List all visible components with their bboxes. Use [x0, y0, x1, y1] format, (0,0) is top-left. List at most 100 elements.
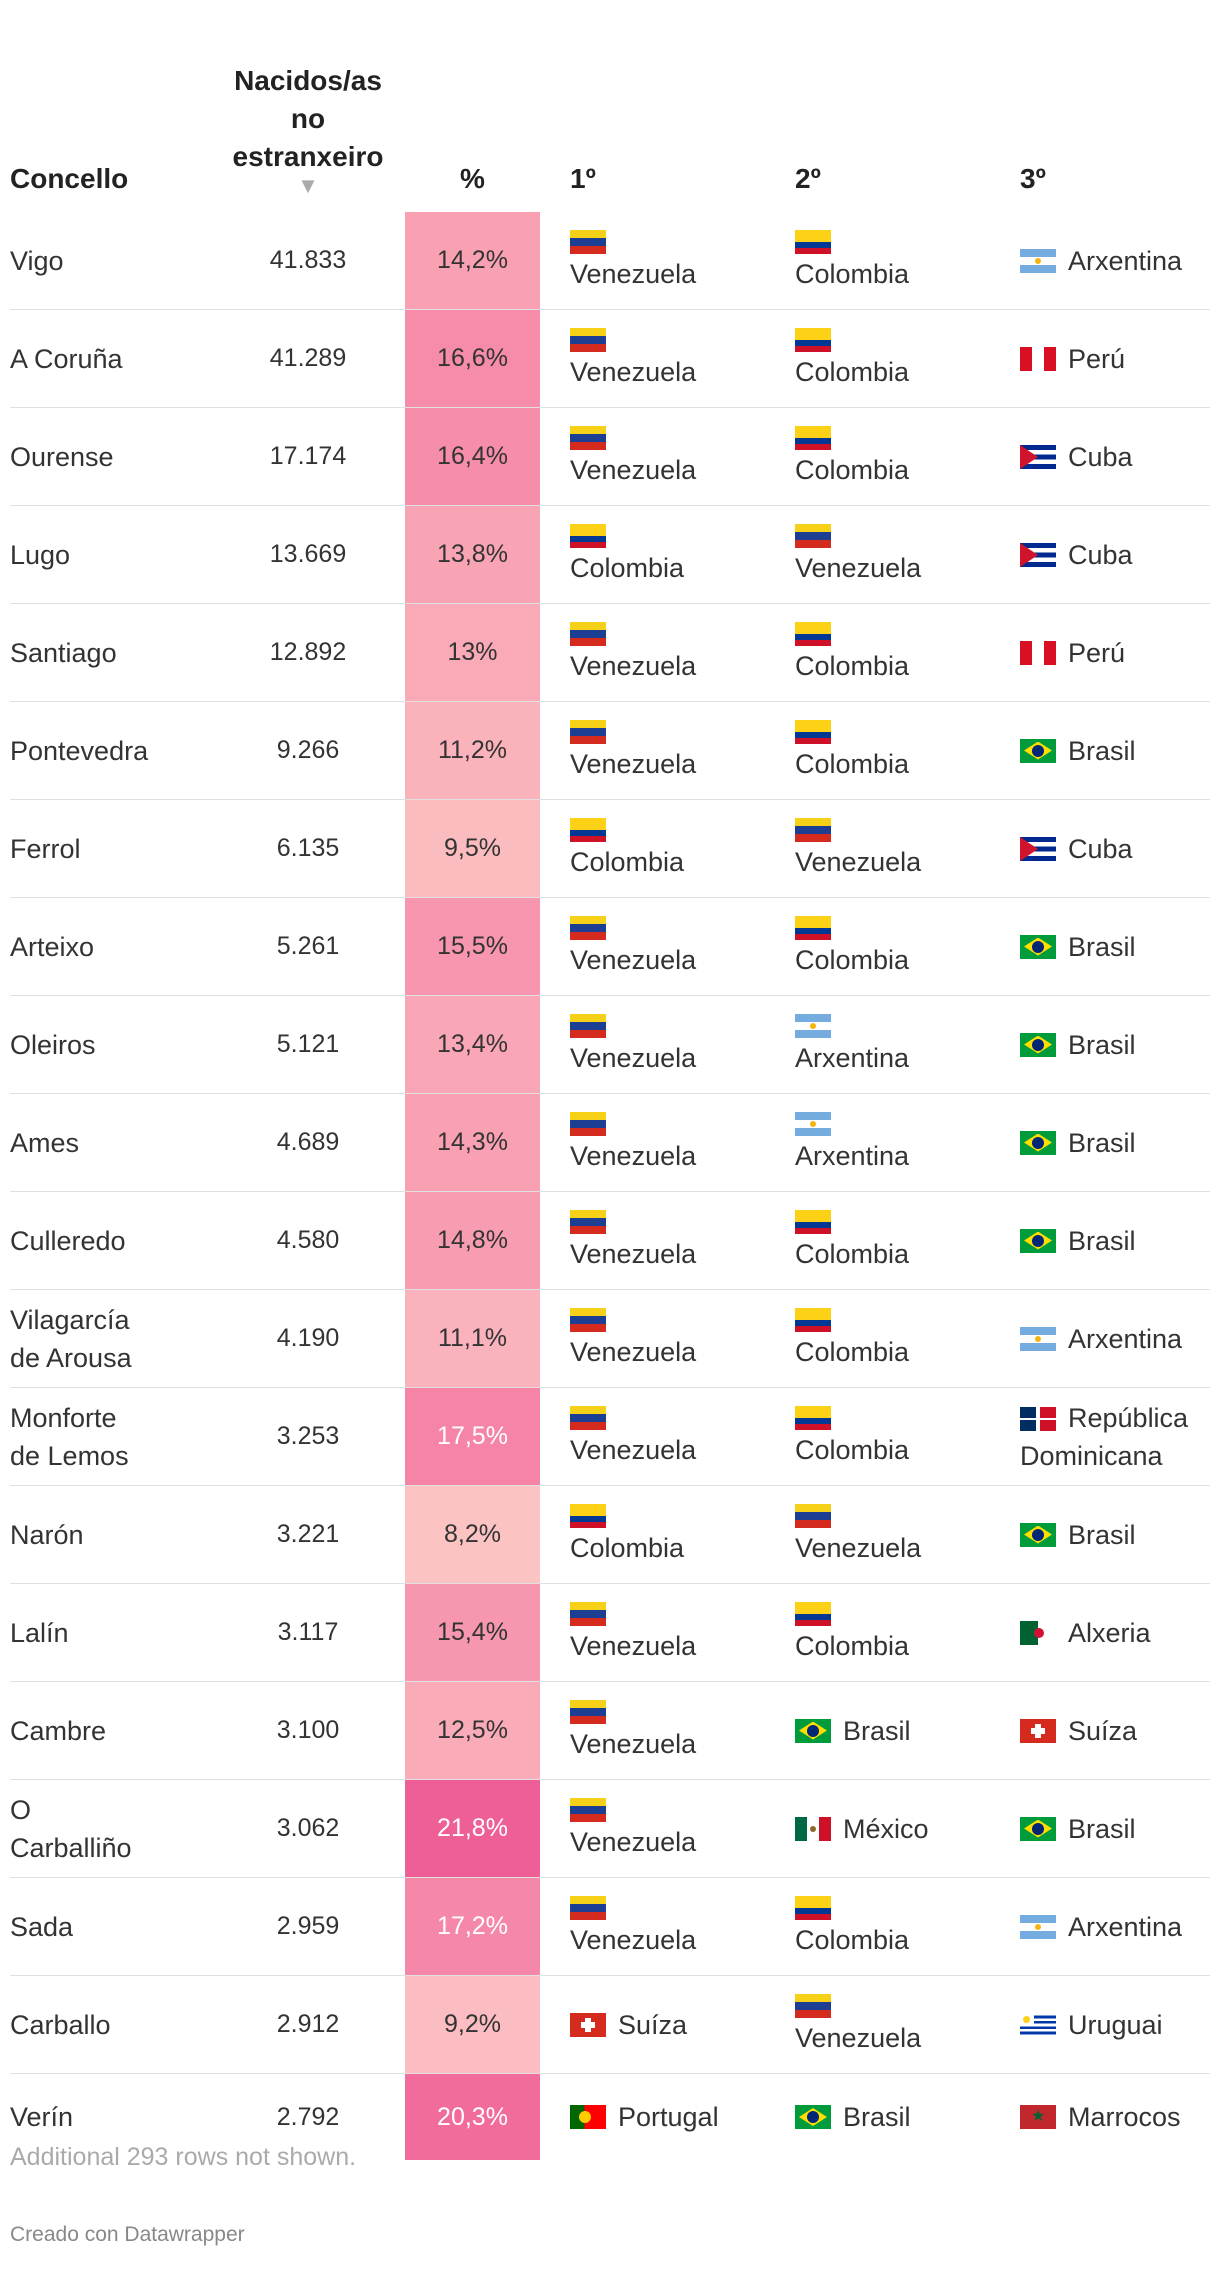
country-entry: Colombia	[795, 621, 909, 684]
country-entry: Arxentina	[1020, 1321, 1182, 1357]
table-row: Lugo 13.669 13,8% Colombia Venezuela Cuba	[10, 506, 1210, 604]
country-entry: Perú	[1020, 635, 1125, 671]
concello-name-line: Vilagarcía	[10, 1304, 130, 1335]
concello-name: O Carballiño	[10, 1780, 200, 1877]
country-entry: Cuba	[1020, 831, 1133, 867]
country-entry: Venezuela	[795, 817, 921, 880]
country-rank-2: Colombia	[795, 1192, 1015, 1289]
country-entry: Venezuela	[570, 1013, 697, 1076]
country-entry: Venezuela	[795, 1993, 921, 2056]
datawrapper-credit[interactable]: Creado con Datawrapper	[10, 2223, 245, 2246]
percent-cell: 12,5%	[405, 1682, 540, 1779]
concello-name-line: Santiago	[10, 637, 117, 668]
concello-name: Vilagarcía de Arousa	[10, 1290, 200, 1387]
concello-name: Arteixo	[10, 898, 200, 995]
concello-name: Vigo	[10, 212, 200, 309]
colombia-flag-icon	[795, 229, 831, 254]
country-rank-1: Suíza	[570, 1976, 790, 2073]
country-entry: República Dominicana	[1020, 1399, 1220, 1475]
country-entry: Venezuela	[570, 425, 696, 488]
header-percent[interactable]: %	[460, 163, 485, 194]
country-rank-2: Colombia	[795, 1878, 1015, 1975]
country-name: Venezuela	[570, 1042, 697, 1073]
country-entry: Colombia	[795, 327, 909, 390]
country-entry: Venezuela	[570, 229, 696, 292]
venezuela-flag-icon	[570, 621, 606, 646]
country-name: Brasil	[1068, 931, 1136, 962]
born-abroad-count: 3.221	[276, 1520, 340, 1548]
percent-cell: 21,8%	[405, 1780, 540, 1877]
country-name: Cuba	[1068, 539, 1133, 570]
concello-name-line: Sada	[10, 1911, 74, 1942]
country-entry: Colombia	[795, 1601, 909, 1664]
born-abroad-count: 41.833	[269, 246, 347, 274]
born-abroad-count: 3.117	[277, 1618, 339, 1646]
country-name: Perú	[1068, 637, 1126, 668]
country-entry: Brasil	[1020, 1811, 1136, 1847]
concello-name-line: Culleredo	[10, 1225, 126, 1256]
country-name: Colombia	[570, 1532, 685, 1563]
colombia-flag-icon	[795, 719, 831, 744]
percent-cell: 8,2%	[405, 1486, 540, 1583]
concello-name-line: de Lemos	[10, 1440, 129, 1471]
country-name: Brasil	[843, 1715, 911, 1746]
venezuela-flag-icon	[570, 1895, 606, 1920]
country-entry: Colombia	[570, 523, 684, 586]
concello-name-line: Verín	[10, 2102, 74, 2132]
mexico-flag-icon	[795, 1816, 831, 1841]
country-rank-1: Venezuela	[570, 898, 790, 995]
concello-name-line: Vigo	[10, 245, 64, 276]
table-row: Sada 2.959 17,2% Venezuela Colombia Arxentina	[10, 1878, 1210, 1976]
table-row: Cambre 3.100 12,5% Venezuela Brasil Suíza	[10, 1682, 1210, 1780]
table-row: Vigo 41.833 14,2% Venezuela Colombia Arxentin…	[10, 212, 1210, 310]
header-born-abroad[interactable]: Nacidos/as no estranxeiro ▼	[198, 62, 418, 198]
header-third[interactable]: 3º	[1020, 163, 1046, 194]
born-abroad-count: 3.100	[276, 1716, 340, 1744]
percent-cell: 15,4%	[405, 1584, 540, 1681]
country-entry: Brasil	[1020, 1027, 1136, 1063]
country-name: Colombia	[570, 846, 685, 877]
switzerland-flag-icon	[570, 2012, 606, 2037]
brazil-flag-icon	[1020, 1522, 1056, 1547]
country-entry: Brasil	[795, 1713, 911, 1749]
concello-name: Lalín	[10, 1584, 200, 1681]
country-entry: Venezuela	[570, 1895, 696, 1958]
colombia-flag-icon	[795, 327, 831, 352]
country-rank-1: Venezuela	[570, 1780, 790, 1877]
concello-name: Verín	[10, 2074, 200, 2160]
country-entry: Perú	[1020, 341, 1125, 377]
sort-desc-icon[interactable]: ▼	[297, 173, 319, 198]
country-rank-3: Brasil	[1020, 996, 1220, 1093]
country-rank-2: Brasil	[795, 1682, 1015, 1779]
country-rank-3: Arxentina	[1020, 1290, 1220, 1387]
venezuela-flag-icon	[570, 1209, 606, 1234]
concello-name-line: Cambre	[10, 1715, 107, 1746]
country-rank-3: Marrocos	[1020, 2074, 1220, 2160]
country-rank-3: Cuba	[1020, 506, 1220, 603]
country-name: Marrocos	[1068, 2102, 1181, 2132]
concello-name-line: Ames	[10, 1127, 80, 1158]
portugal-flag-icon	[570, 2105, 606, 2129]
country-name: Alxeria	[1068, 1617, 1151, 1648]
header-first[interactable]: 1º	[570, 163, 596, 194]
country-entry: Arxentina	[795, 1013, 909, 1076]
country-entry: Arxentina	[795, 1111, 909, 1174]
country-rank-2: Venezuela	[795, 1976, 1015, 2073]
country-rank-3: Brasil	[1020, 898, 1220, 995]
header-second[interactable]: 2º	[795, 163, 821, 194]
concello-name-line: Pontevedra	[10, 735, 149, 766]
country-rank-2: Colombia	[795, 310, 1015, 407]
country-name: Venezuela	[570, 1630, 697, 1661]
venezuela-flag-icon	[570, 1797, 606, 1822]
country-name: Colombia	[795, 944, 910, 975]
argentina-flag-icon	[1020, 1914, 1056, 1939]
rows-not-shown-note: Additional 293 rows not shown.	[10, 2143, 357, 2171]
header-concello[interactable]: Concello	[10, 163, 129, 194]
country-name: Venezuela	[570, 1238, 697, 1269]
table-body: Vigo 41.833 14,2% Venezuela Colombia Arxentin…	[10, 212, 1210, 2160]
argentina-flag-icon	[1020, 248, 1056, 273]
born-abroad-count: 2.912	[276, 2010, 340, 2038]
country-name: Brasil	[1068, 1225, 1136, 1256]
concello-name: Cambre	[10, 1682, 200, 1779]
country-rank-3: Cuba	[1020, 408, 1220, 505]
